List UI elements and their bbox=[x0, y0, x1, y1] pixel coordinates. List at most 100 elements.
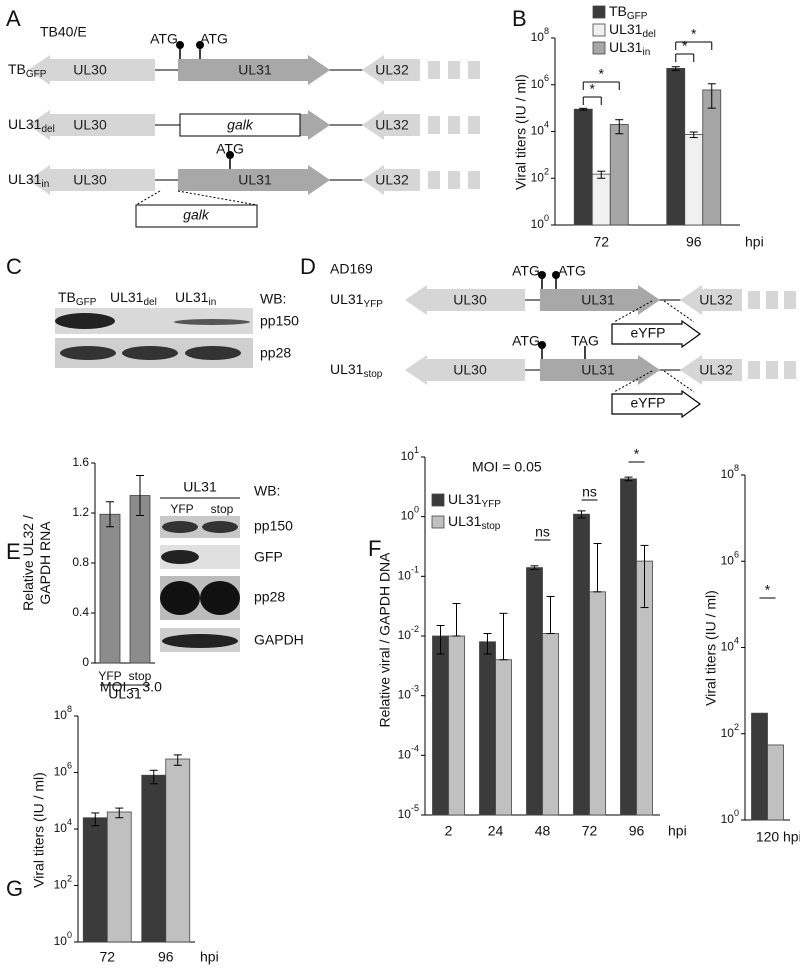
row-name: UL31 bbox=[8, 116, 42, 132]
tick-base: 10 bbox=[401, 449, 415, 463]
error-bar bbox=[499, 612, 508, 661]
y-tick-label: 10-4 bbox=[398, 744, 419, 762]
lane-name: TB bbox=[58, 289, 76, 305]
gene-box bbox=[448, 171, 460, 189]
lane-name: UL31 bbox=[175, 289, 209, 305]
bar bbox=[448, 635, 465, 816]
lane-label: stop bbox=[211, 502, 234, 516]
gene: UL30 bbox=[453, 362, 487, 378]
chart: 0 0.4 0.8 1.2 1.6 YFP stop UL31 Relative UL32 /G… bbox=[20, 455, 155, 702]
y-axis-label: Viral titers (IU / ml) bbox=[31, 772, 47, 888]
band bbox=[162, 521, 198, 533]
bar bbox=[684, 134, 704, 226]
row-label: UL31YFP bbox=[330, 291, 383, 310]
gene-arrow bbox=[298, 110, 330, 140]
tick-exp: 4 bbox=[544, 120, 549, 130]
tick-exp: 8 bbox=[67, 704, 72, 714]
gene-box bbox=[468, 61, 480, 79]
x-tick-label: 120 bbox=[756, 829, 780, 845]
gene: UL30 bbox=[73, 172, 107, 188]
gene: UL30 bbox=[73, 62, 107, 78]
codon: ATG bbox=[512, 333, 540, 349]
panel-label: E bbox=[6, 539, 21, 564]
wb-label: WB: bbox=[260, 291, 286, 307]
panel-label: G bbox=[6, 876, 23, 901]
error-bar bbox=[597, 170, 606, 179]
error-bar bbox=[707, 83, 716, 109]
tick-exp: 4 bbox=[734, 636, 739, 646]
y-tick-label: 101 bbox=[401, 445, 419, 463]
legend-label: UL31del bbox=[609, 21, 656, 40]
tick-base: 10 bbox=[398, 688, 412, 702]
legend-name: UL31 bbox=[609, 39, 643, 55]
bar bbox=[666, 68, 686, 226]
tick-exp: 2 bbox=[734, 722, 739, 732]
x-tick-label: 72 bbox=[99, 949, 115, 965]
gene-arrow bbox=[362, 55, 420, 85]
tick-exp: 2 bbox=[67, 874, 72, 884]
bar bbox=[526, 567, 543, 816]
y-tick-label: 1.6 bbox=[72, 455, 89, 469]
y-tick-label: 100 bbox=[54, 930, 72, 948]
lane-label: UL31del bbox=[110, 289, 157, 308]
legend-sub: YFP bbox=[481, 499, 501, 510]
y-axis-label: Relative UL32 / bbox=[20, 515, 36, 611]
error-bar bbox=[483, 633, 492, 655]
band bbox=[161, 550, 199, 564]
gene: UL31 bbox=[581, 292, 615, 308]
y-axis-label: GAPDH RNA bbox=[37, 521, 53, 605]
tick-exp: -2 bbox=[411, 624, 419, 634]
error-bar bbox=[530, 565, 539, 571]
y-tick-label: 108 bbox=[54, 704, 72, 722]
y-tick-label: 108 bbox=[531, 26, 549, 44]
y-tick-label: 10-3 bbox=[398, 684, 419, 702]
band bbox=[60, 346, 116, 360]
band-label: GFP bbox=[254, 549, 283, 565]
x-axis-label: hpi bbox=[745, 234, 764, 250]
y-tick-label: 102 bbox=[721, 722, 739, 740]
gene: UL31 bbox=[238, 172, 272, 188]
tick-base: 10 bbox=[721, 640, 735, 654]
row-label: UL31stop bbox=[330, 361, 383, 380]
x-axis-label: UL31 bbox=[108, 686, 142, 702]
strain: TB40/E bbox=[40, 24, 87, 40]
legend-name: UL31 bbox=[609, 21, 643, 37]
connector bbox=[613, 370, 653, 393]
gene-box bbox=[748, 291, 760, 309]
bar bbox=[82, 817, 108, 943]
lane-sub: del bbox=[143, 297, 156, 308]
gene-arrow bbox=[362, 110, 420, 140]
gene-box bbox=[766, 291, 778, 309]
y-tick-label: 0.4 bbox=[72, 605, 89, 619]
x-axis-label: hpi bbox=[783, 829, 800, 845]
y-axis-label: Viral titers (IU / ml) bbox=[513, 74, 529, 190]
x-tick-label: 96 bbox=[686, 234, 702, 250]
sig-label: * bbox=[599, 66, 605, 82]
panel-label: D bbox=[300, 254, 316, 279]
band bbox=[185, 346, 241, 360]
tick-base: 10 bbox=[54, 708, 68, 722]
insert-box bbox=[179, 113, 301, 137]
row-sub: del bbox=[41, 124, 54, 135]
error-bar bbox=[546, 595, 555, 635]
reporter: eYFP bbox=[630, 325, 665, 341]
lane-sub: GFP bbox=[76, 297, 97, 308]
band bbox=[200, 581, 240, 615]
x-tick-label: 2 bbox=[445, 823, 453, 839]
lane-label: UL31in bbox=[175, 289, 216, 308]
x-tick-label: 96 bbox=[158, 949, 174, 965]
bar bbox=[542, 633, 559, 816]
error-bar bbox=[640, 544, 649, 609]
gene-arrow bbox=[680, 355, 742, 385]
band bbox=[160, 581, 200, 615]
gene: UL32 bbox=[699, 362, 733, 378]
tick-base: 10 bbox=[721, 812, 735, 826]
lane-label: YFP bbox=[170, 502, 193, 516]
error-bar bbox=[671, 66, 680, 71]
codon: ATG bbox=[216, 141, 244, 157]
y-tick-label: 100 bbox=[531, 213, 549, 231]
legend-sub: GFP bbox=[627, 11, 648, 22]
y-tick-label: 10-1 bbox=[398, 565, 419, 583]
